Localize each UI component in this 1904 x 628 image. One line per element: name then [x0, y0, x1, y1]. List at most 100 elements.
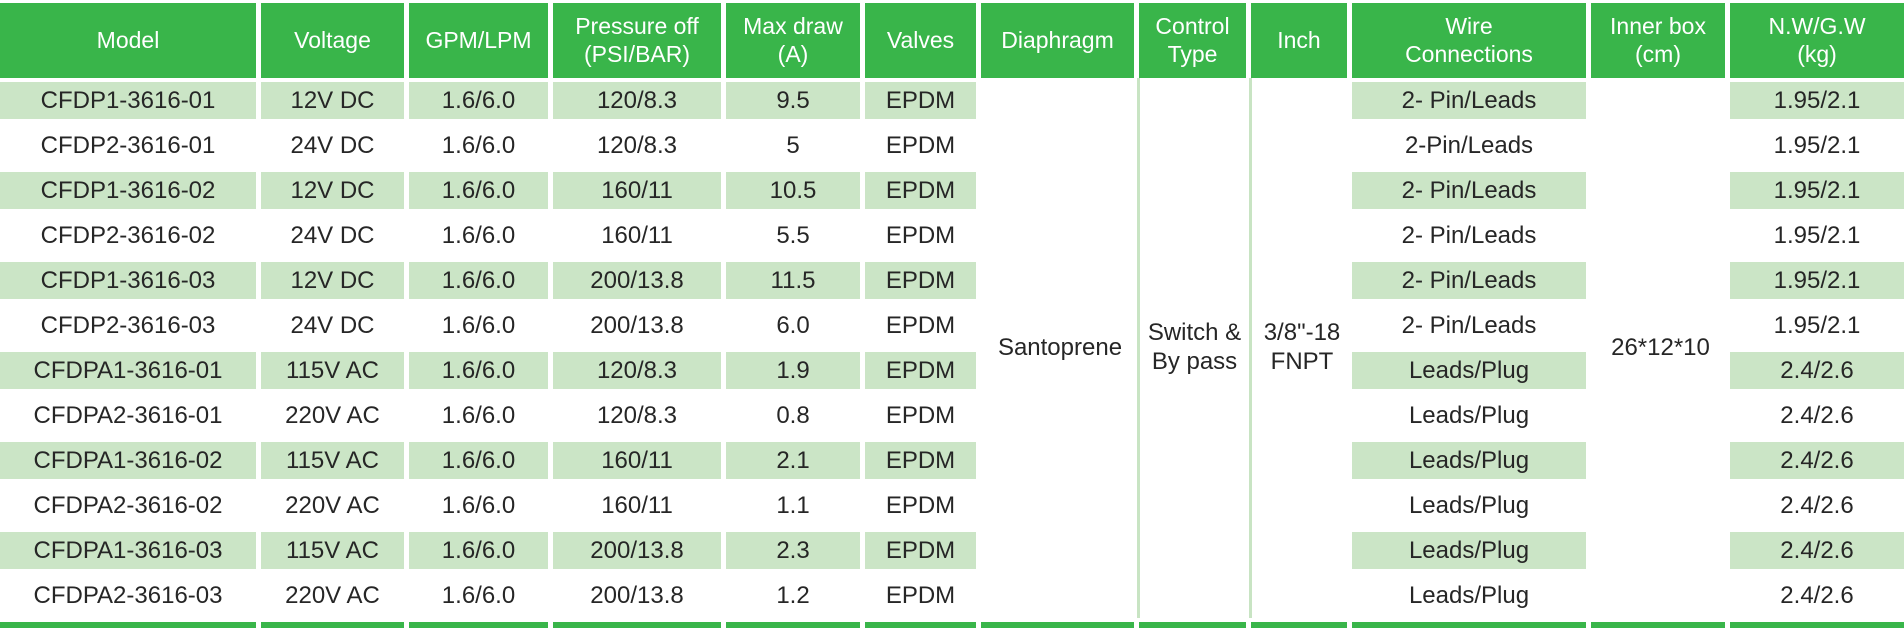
cell-nw-gw: 2.4/2.6 — [1730, 438, 1904, 483]
cell-valves: EPDM — [865, 393, 981, 438]
cell-inner-box-span — [1591, 483, 1730, 528]
cell-model: CFDPA2-3616-01 — [0, 393, 261, 438]
cell-valves: EPDM — [865, 78, 981, 123]
cell-gpm-lpm: 1.6/6.0 — [409, 303, 553, 348]
cell-max-draw: 1.9 — [726, 348, 865, 393]
cell-wire-connections: Leads/Plug — [1352, 348, 1591, 393]
cell-voltage: 220V AC — [261, 483, 409, 528]
cell-model: CFDP2-3616-01 — [0, 123, 261, 168]
cell-pressure-off: 160/11 — [553, 168, 726, 213]
header-cell-gpm-lpm: GPM/LPM — [409, 3, 553, 78]
cell-valves: EPDM — [865, 258, 981, 303]
cell-inner-box-span — [1591, 258, 1730, 303]
header-cell-voltage: Voltage — [261, 3, 409, 78]
table-row: CFDP2-3616-03 24V DC 1.6/6.0 200/13.8 6.… — [0, 303, 1904, 348]
cell-model: CFDP1-3616-01 — [0, 78, 261, 123]
cell-max-draw: 11.5 — [726, 258, 865, 303]
cell-inch-span — [1251, 258, 1352, 303]
cell-pressure-off: 120/8.3 — [553, 348, 726, 393]
table-row: CFDPA2-3616-01 220V AC 1.6/6.0 120/8.3 0… — [0, 393, 1904, 438]
cell-pressure-off: 160/11 — [553, 438, 726, 483]
cell-model: CFDPA2-3616-03 — [0, 573, 261, 618]
cell-valves: EPDM — [865, 213, 981, 258]
cell-valves: EPDM — [865, 348, 981, 393]
cell-nw-gw: 1.95/2.1 — [1730, 213, 1904, 258]
cell-pressure-off: 200/13.8 — [553, 258, 726, 303]
cell-model: CFDP2-3616-03 — [0, 303, 261, 348]
cell-inner-box-span — [1591, 123, 1730, 168]
cell-model: CFDP1-3616-03 — [0, 258, 261, 303]
cell-valves: EPDM — [865, 438, 981, 483]
cell-model: CFDPA2-3616-02 — [0, 483, 261, 528]
cell-pressure-off: 200/13.8 — [553, 303, 726, 348]
cell-gpm-lpm: 1.6/6.0 — [409, 393, 553, 438]
cell-control-span — [1139, 393, 1251, 438]
cell-max-draw: 10.5 — [726, 168, 865, 213]
cell-nw-gw: 2.4/2.6 — [1730, 348, 1904, 393]
table-row: CFDPA2-3616-03 220V AC 1.6/6.0 200/13.8 … — [0, 573, 1904, 618]
cell-voltage: 24V DC — [261, 123, 409, 168]
cell-valves: EPDM — [865, 573, 981, 618]
table-row: CFDP1-3616-03 12V DC 1.6/6.0 200/13.8 11… — [0, 258, 1904, 303]
cell-max-draw: 1.2 — [726, 573, 865, 618]
header-cell-nw-gw: N.W/G.W (kg) — [1730, 3, 1904, 78]
bottom-border-segment — [1251, 622, 1352, 628]
cell-max-draw: 6.0 — [726, 303, 865, 348]
cell-voltage: 115V AC — [261, 528, 409, 573]
cell-diaphragm-span — [981, 528, 1139, 573]
cell-inner-box-span — [1591, 78, 1730, 123]
cell-nw-gw: 1.95/2.1 — [1730, 78, 1904, 123]
cell-diaphragm-span — [981, 393, 1139, 438]
bottom-border-segment — [1139, 622, 1251, 628]
cell-pressure-off: 200/13.8 — [553, 573, 726, 618]
header-cell-pressure-off: Pressure off (PSI/BAR) — [553, 3, 726, 78]
cell-control-span — [1139, 348, 1251, 393]
table-row: CFDPA1-3616-02 115V AC 1.6/6.0 160/11 2.… — [0, 438, 1904, 483]
bottom-border-segment — [981, 622, 1139, 628]
cell-inch-span — [1251, 438, 1352, 483]
cell-wire-connections: Leads/Plug — [1352, 483, 1591, 528]
cell-model: CFDP2-3616-02 — [0, 213, 261, 258]
cell-pressure-off: 120/8.3 — [553, 393, 726, 438]
header-cell-inner-box: Inner box (cm) — [1591, 3, 1730, 78]
cell-voltage: 220V AC — [261, 393, 409, 438]
cell-control-span — [1139, 123, 1251, 168]
bottom-border-segment — [553, 622, 726, 628]
cell-valves: EPDM — [865, 123, 981, 168]
cell-inner-box-span — [1591, 303, 1730, 348]
bottom-border-segment — [1591, 622, 1730, 628]
cell-nw-gw: 1.95/2.1 — [1730, 123, 1904, 168]
bottom-border-segment — [726, 622, 865, 628]
header-cell-diaphragm: Diaphragm — [981, 3, 1139, 78]
cell-voltage: 115V AC — [261, 348, 409, 393]
cell-inner-box-span — [1591, 213, 1730, 258]
cell-inner-box-span — [1591, 528, 1730, 573]
cell-control-span — [1139, 573, 1251, 618]
cell-inch-span — [1251, 528, 1352, 573]
cell-valves: EPDM — [865, 528, 981, 573]
cell-wire-connections: Leads/Plug — [1352, 528, 1591, 573]
cell-voltage: 12V DC — [261, 258, 409, 303]
cell-diaphragm-span — [981, 438, 1139, 483]
cell-diaphragm-span — [981, 78, 1139, 123]
cell-inch-span — [1251, 573, 1352, 618]
cell-inner-box-span — [1591, 168, 1730, 213]
cell-inch-span — [1251, 78, 1352, 123]
bottom-border-segment — [261, 622, 409, 628]
cell-diaphragm-span — [981, 168, 1139, 213]
cell-diaphragm-span — [981, 483, 1139, 528]
cell-diaphragm-span — [981, 258, 1139, 303]
cell-voltage: 24V DC — [261, 303, 409, 348]
cell-gpm-lpm: 1.6/6.0 — [409, 213, 553, 258]
table-row: CFDPA1-3616-01 115V AC 1.6/6.0 120/8.3 1… — [0, 348, 1904, 393]
cell-valves: EPDM — [865, 483, 981, 528]
cell-gpm-lpm: 1.6/6.0 — [409, 438, 553, 483]
cell-nw-gw: 1.95/2.1 — [1730, 168, 1904, 213]
cell-control-span — [1139, 528, 1251, 573]
cell-diaphragm-span — [981, 123, 1139, 168]
table-row: CFDP2-3616-01 24V DC 1.6/6.0 120/8.3 5 E… — [0, 123, 1904, 168]
cell-diaphragm-span — [981, 348, 1139, 393]
cell-inner-box-span — [1591, 393, 1730, 438]
cell-pressure-off: 160/11 — [553, 213, 726, 258]
